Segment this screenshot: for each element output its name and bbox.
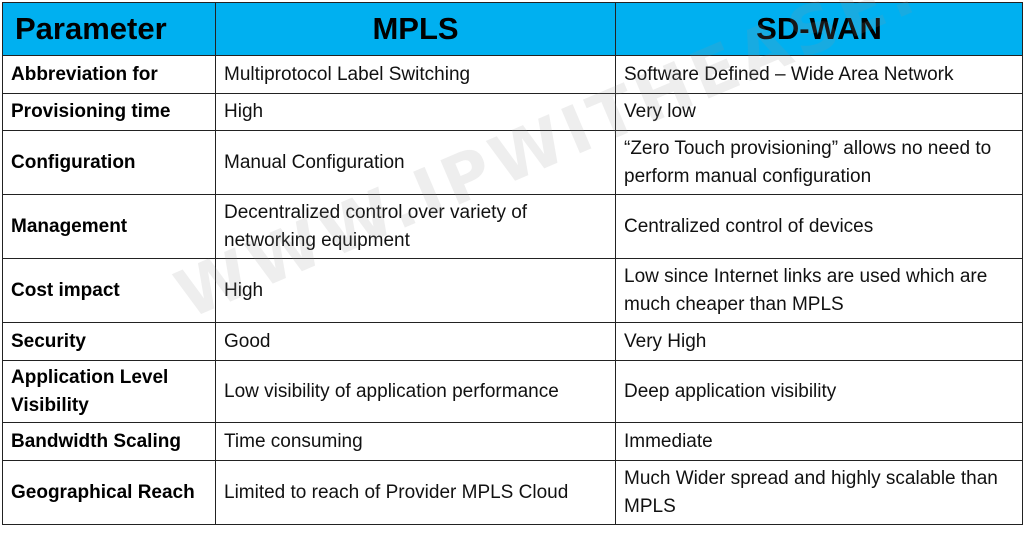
row-mpls-value: Low visibility of application performanc… (215, 360, 616, 423)
row-parameter: Configuration (2, 130, 216, 195)
table-row: Security Good Very High (2, 322, 1023, 361)
row-mpls-value: Manual Configuration (215, 130, 616, 195)
header-row: Parameter MPLS SD-WAN (2, 2, 1023, 56)
table-row: Management Decentralized control over va… (2, 194, 1023, 259)
table-row: Cost impact High Low since Internet link… (2, 258, 1023, 323)
row-mpls-value: Limited to reach of Provider MPLS Cloud (215, 460, 616, 525)
row-sdwan-value: Software Defined – Wide Area Network (615, 55, 1023, 94)
row-parameter: Bandwidth Scaling (2, 422, 216, 461)
row-mpls-value: Time consuming (215, 422, 616, 461)
table-header: Parameter MPLS SD-WAN (2, 2, 1023, 56)
row-parameter: Management (2, 194, 216, 259)
header-mpls: MPLS (215, 2, 616, 56)
row-sdwan-value: Deep application visibility (615, 360, 1023, 423)
comparison-table-wrapper: Parameter MPLS SD-WAN Abbreviation for M… (2, 2, 1023, 525)
row-parameter: Geographical Reach (2, 460, 216, 525)
table-row: Application Level Visibility Low visibil… (2, 360, 1023, 423)
row-mpls-value: High (215, 93, 616, 131)
row-sdwan-value: Much Wider spread and highly scalable th… (615, 460, 1023, 525)
table-row: Provisioning time High Very low (2, 93, 1023, 131)
row-parameter: Application Level Visibility (2, 360, 216, 423)
row-sdwan-value: Very High (615, 322, 1023, 361)
table-row: Configuration Manual Configuration “Zero… (2, 130, 1023, 195)
row-sdwan-value: Centralized control of devices (615, 194, 1023, 259)
row-mpls-value: Decentralized control over variety of ne… (215, 194, 616, 259)
header-sdwan: SD-WAN (615, 2, 1023, 56)
row-mpls-value: High (215, 258, 616, 323)
row-parameter: Cost impact (2, 258, 216, 323)
row-sdwan-value: Immediate (615, 422, 1023, 461)
header-parameter: Parameter (2, 2, 216, 56)
table-row: Bandwidth Scaling Time consuming Immedia… (2, 422, 1023, 461)
row-parameter: Provisioning time (2, 93, 216, 131)
table-row: Geographical Reach Limited to reach of P… (2, 460, 1023, 525)
row-parameter: Abbreviation for (2, 55, 216, 94)
table-row: Abbreviation for Multiprotocol Label Swi… (2, 55, 1023, 94)
mpls-vs-sdwan-table: Parameter MPLS SD-WAN Abbreviation for M… (2, 2, 1023, 525)
table-body: Abbreviation for Multiprotocol Label Swi… (2, 55, 1023, 525)
row-parameter: Security (2, 322, 216, 361)
row-sdwan-value: “Zero Touch provisioning” allows no need… (615, 130, 1023, 195)
row-mpls-value: Multiprotocol Label Switching (215, 55, 616, 94)
row-sdwan-value: Low since Internet links are used which … (615, 258, 1023, 323)
row-mpls-value: Good (215, 322, 616, 361)
row-sdwan-value: Very low (615, 93, 1023, 131)
